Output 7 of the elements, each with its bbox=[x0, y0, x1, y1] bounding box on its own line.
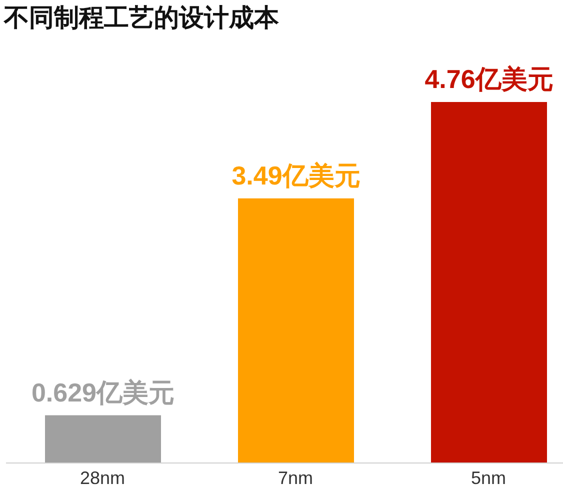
x-tick-label: 5nm bbox=[470, 468, 506, 488]
data-label: 3.49亿美元 bbox=[232, 160, 360, 190]
data-label: 0.629亿美元 bbox=[31, 377, 175, 408]
data-label: 4.76亿美元 bbox=[424, 64, 554, 94]
x-tick-label: 7nm bbox=[278, 468, 314, 488]
chart-title: 不同制程工艺的设计成本 bbox=[4, 3, 279, 33]
x-tick-label: 28nm bbox=[80, 468, 126, 488]
